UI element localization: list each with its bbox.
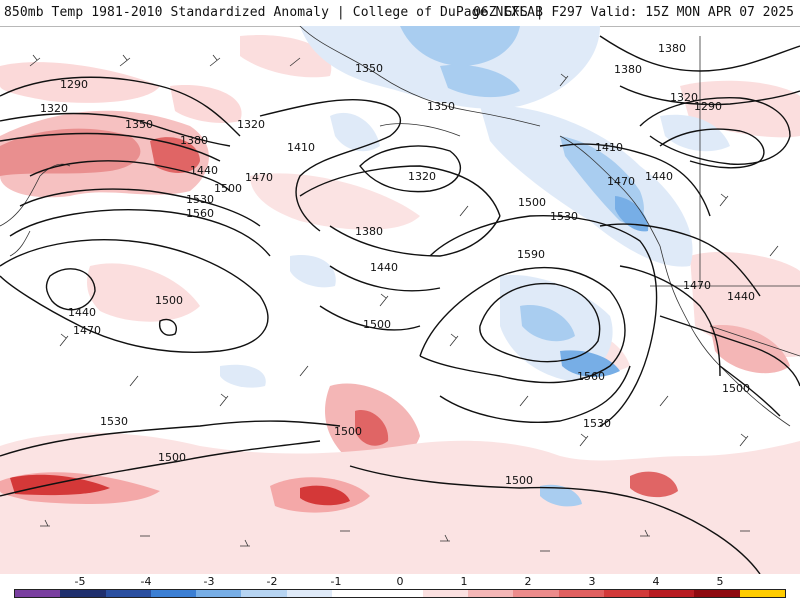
contour-label: 1350 — [125, 118, 153, 131]
contour-label: 1350 — [427, 100, 455, 113]
colorbar-strip — [14, 589, 786, 598]
colorbar-tick: -4 — [140, 575, 152, 588]
colorbar-swatch — [467, 590, 514, 597]
colorbar-swatch — [377, 590, 423, 597]
colorbar-swatch — [739, 590, 786, 597]
contour-label: 1440 — [727, 290, 755, 303]
colorbar-swatch — [558, 590, 604, 597]
contour-label: 1320 — [670, 91, 698, 104]
colorbar-swatch — [649, 590, 695, 597]
colorbar-swatch — [105, 590, 151, 597]
colorbar-swatch — [603, 590, 650, 597]
colorbar-swatch — [694, 590, 740, 597]
contour-label: 1380 — [355, 225, 383, 238]
contour-label: 1530 — [100, 415, 128, 428]
contour-label: 1350 — [355, 62, 383, 75]
contour-label: 1500 — [722, 382, 750, 395]
contour-label: 1440 — [190, 164, 218, 177]
colorbar-tick: 3 — [588, 575, 596, 588]
colorbar-tick: -5 — [74, 575, 86, 588]
contour-label: 1320 — [237, 118, 265, 131]
weather-map: 1290 1320 1350 1380 1320 1440 1470 1500 … — [0, 26, 800, 574]
colorbar-tick: -2 — [266, 575, 278, 588]
contour-label: 1440 — [370, 261, 398, 274]
contour-label: 1530 — [583, 417, 611, 430]
contour-label: 1320 — [408, 170, 436, 183]
colorbar-swatch — [513, 590, 559, 597]
contour-label: 1380 — [180, 134, 208, 147]
contour-label: 1500 — [363, 318, 391, 331]
warm-anomaly-shading — [0, 35, 800, 574]
colorbar-tick: 4 — [652, 575, 660, 588]
colorbar-swatch — [286, 590, 333, 597]
contour-label: 1500 — [214, 182, 242, 195]
contour-label: 1290 — [60, 78, 88, 91]
colorbar-tick: -1 — [330, 575, 342, 588]
colorbar-swatch — [15, 590, 61, 597]
colorbar-swatch — [196, 590, 242, 597]
colorbar-swatch — [422, 590, 468, 597]
contour-label: 1440 — [68, 306, 96, 319]
contour-label: 1410 — [595, 141, 623, 154]
colorbar-tick: 0 — [396, 575, 404, 588]
contour-label: 1560 — [186, 207, 214, 220]
contour-label: 1410 — [287, 141, 315, 154]
colorbar-tick: 5 — [716, 575, 724, 588]
map-canvas: 1290 1320 1350 1380 1320 1440 1470 1500 … — [0, 26, 800, 574]
contour-label: 1320 — [40, 102, 68, 115]
contour-label: 1500 — [505, 474, 533, 487]
title-bar: 850mb Temp 1981-2010 Standardized Anomal… — [0, 0, 800, 27]
contour-label: 1500 — [155, 294, 183, 307]
contour-label: 1470 — [73, 324, 101, 337]
contour-label: 1470 — [683, 279, 711, 292]
cold-anomaly-shading — [220, 26, 730, 507]
contour-label: 1290 — [694, 100, 722, 113]
colorbar-swatch — [241, 590, 287, 597]
anomaly-colorbar: -5 -4 -3 -2 -1 0 1 2 3 4 5 — [0, 574, 800, 600]
contour-label: 1560 — [577, 370, 605, 383]
wind-barbs — [29, 54, 779, 552]
contour-label: 1530 — [186, 193, 214, 206]
contour-label: 1530 — [550, 210, 578, 223]
contour-label: 1500 — [158, 451, 186, 464]
colorbar-tick: 2 — [524, 575, 532, 588]
contour-label: 1380 — [614, 63, 642, 76]
contour-label: 1500 — [518, 196, 546, 209]
colorbar-tick: -3 — [203, 575, 215, 588]
contour-label: 1590 — [517, 248, 545, 261]
height-contours — [0, 35, 800, 574]
contour-label: 1380 — [658, 42, 686, 55]
model-run-label: 06Z GFS | F297 Valid: 15Z MON APR 07 202… — [473, 5, 794, 20]
contour-label: 1470 — [607, 175, 635, 188]
contour-labels: 1290 1320 1350 1380 1320 1440 1470 1500 … — [40, 42, 755, 487]
map-title: 850mb Temp 1981-2010 Standardized Anomal… — [4, 5, 544, 20]
colorbar-tick: 1 — [460, 575, 468, 588]
contour-label: 1440 — [645, 170, 673, 183]
colorbar-swatch — [60, 590, 106, 597]
colorbar-swatch — [332, 590, 378, 597]
contour-label: 1500 — [334, 425, 362, 438]
colorbar-swatch — [150, 590, 197, 597]
contour-label: 1470 — [245, 171, 273, 184]
